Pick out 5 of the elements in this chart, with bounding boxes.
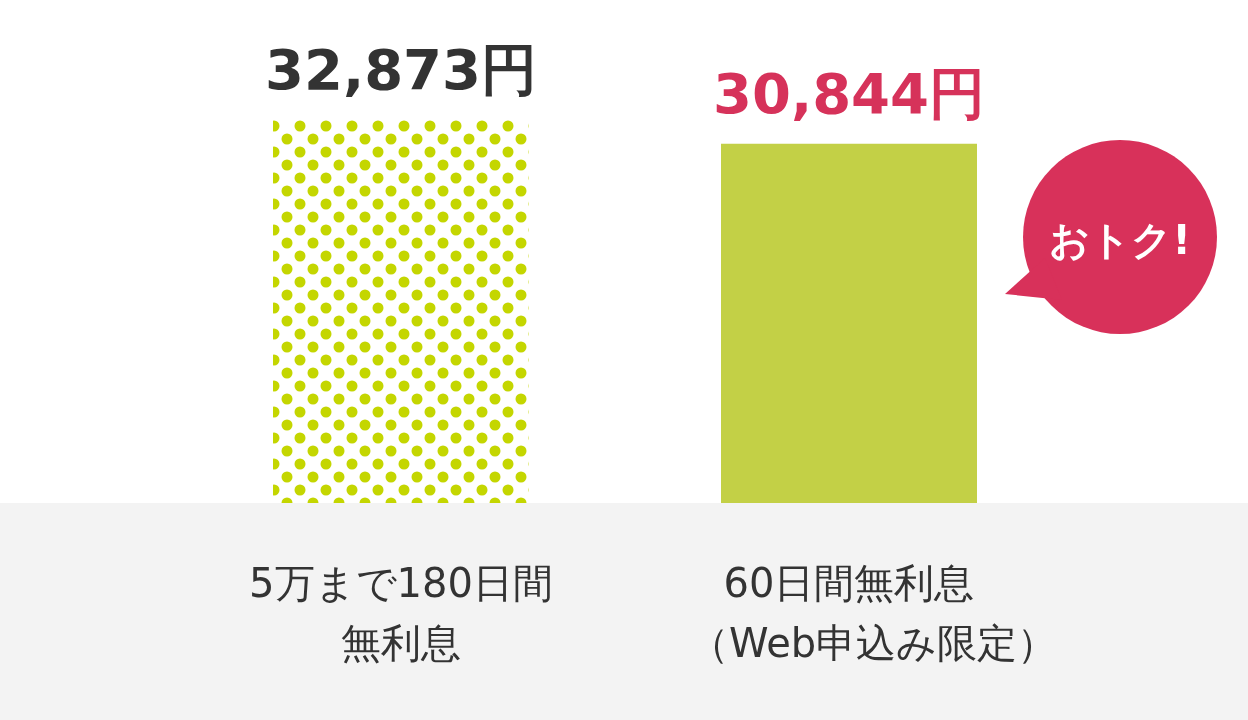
data-label: 32,873円 [264, 37, 538, 102]
x-tick-label: 5万まで180日間無利息 [249, 560, 553, 666]
annotation: おトク! [1048, 216, 1192, 265]
data-label: 30,844円 [712, 60, 986, 126]
x-tick-label: 60日間無利息（Web申込み限定） [689, 560, 1058, 666]
